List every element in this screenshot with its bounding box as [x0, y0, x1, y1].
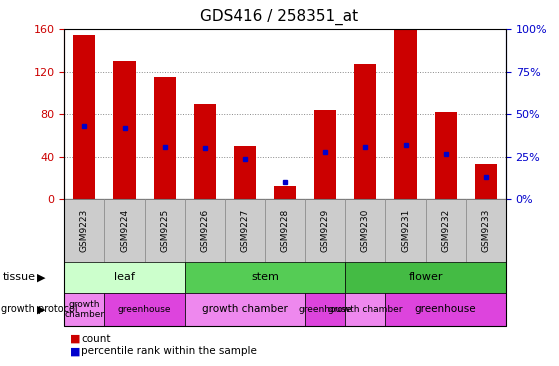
- Text: GDS416 / 258351_at: GDS416 / 258351_at: [201, 9, 358, 25]
- Text: ■: ■: [70, 346, 80, 356]
- Text: GSM9224: GSM9224: [120, 209, 129, 252]
- Text: GSM9230: GSM9230: [361, 209, 370, 252]
- Bar: [354, 64, 376, 199]
- Text: GSM9223: GSM9223: [80, 209, 89, 252]
- Text: GSM9228: GSM9228: [281, 209, 290, 252]
- Text: GSM9229: GSM9229: [321, 209, 330, 252]
- Text: greenhouse: greenhouse: [415, 304, 476, 314]
- Bar: [395, 29, 416, 199]
- Text: GSM9225: GSM9225: [160, 209, 169, 252]
- Text: greenhouse: greenhouse: [118, 305, 171, 314]
- Bar: [475, 164, 497, 199]
- Text: growth chamber: growth chamber: [202, 304, 288, 314]
- Text: count: count: [81, 333, 111, 344]
- Text: ■: ■: [70, 333, 80, 344]
- Bar: [234, 146, 256, 199]
- Text: tissue: tissue: [3, 272, 36, 282]
- Bar: [154, 77, 176, 199]
- Text: GSM9233: GSM9233: [481, 209, 490, 252]
- Bar: [435, 112, 457, 199]
- Text: GSM9231: GSM9231: [401, 209, 410, 252]
- Bar: [194, 104, 216, 199]
- Text: ▶: ▶: [36, 272, 45, 282]
- Text: flower: flower: [409, 272, 443, 282]
- Text: greenhouse: greenhouse: [299, 305, 352, 314]
- Bar: [314, 110, 337, 199]
- Bar: [73, 35, 96, 199]
- Text: ▶: ▶: [36, 304, 45, 314]
- Text: growth chamber: growth chamber: [328, 305, 402, 314]
- Text: growth protocol: growth protocol: [1, 304, 77, 314]
- Bar: [113, 61, 135, 199]
- Text: growth
chamber: growth chamber: [64, 299, 105, 319]
- Text: percentile rank within the sample: percentile rank within the sample: [81, 346, 257, 356]
- Text: leaf: leaf: [114, 272, 135, 282]
- Text: stem: stem: [251, 272, 279, 282]
- Text: GSM9226: GSM9226: [200, 209, 209, 252]
- Text: GSM9227: GSM9227: [240, 209, 249, 252]
- Text: GSM9232: GSM9232: [441, 209, 450, 252]
- Bar: [274, 186, 296, 199]
